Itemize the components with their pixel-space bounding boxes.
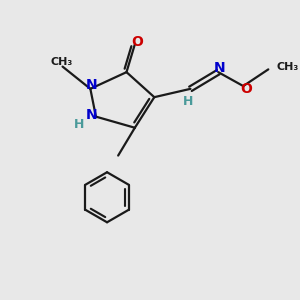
Text: H: H	[74, 118, 84, 131]
Text: CH₃: CH₃	[277, 61, 299, 72]
Text: N: N	[86, 108, 98, 122]
Text: N: N	[86, 79, 98, 92]
Text: H: H	[182, 95, 193, 108]
Text: O: O	[240, 82, 252, 96]
Text: N: N	[214, 61, 226, 75]
Text: O: O	[132, 34, 144, 49]
Text: CH₃: CH₃	[50, 57, 72, 68]
